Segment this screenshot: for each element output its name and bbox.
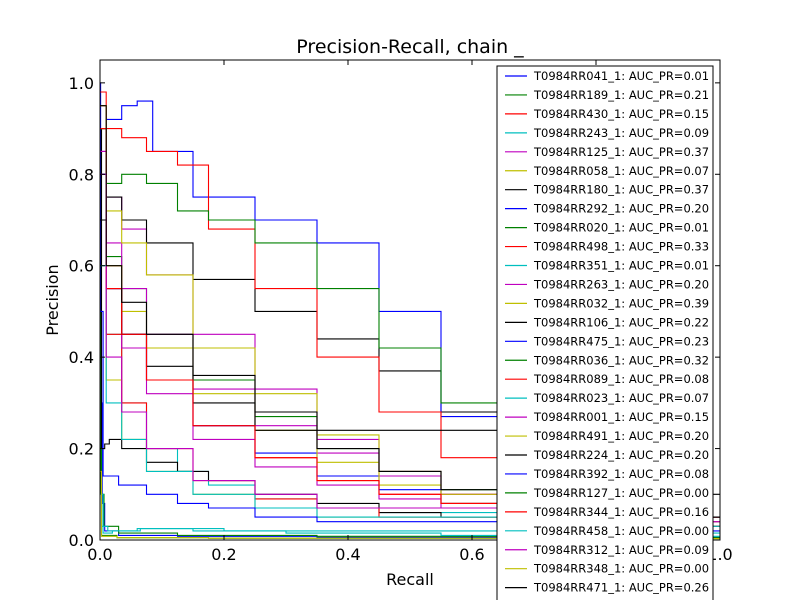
legend-entry: T0984RR041_1: AUC_PR=0.01 (533, 69, 709, 83)
legend-entry: T0984RR023_1: AUC_PR=0.07 (533, 391, 709, 405)
x-tick-label: 1.0 (707, 545, 732, 564)
series-line-11 (100, 356, 720, 537)
legend-entry: T0984RR189_1: AUC_PR=0.21 (533, 88, 709, 102)
y-tick-label: 0.4 (69, 348, 94, 367)
legend-entry: T0984RR125_1: AUC_PR=0.37 (533, 145, 709, 159)
legend-entry: T0984RR292_1: AUC_PR=0.20 (533, 202, 709, 216)
legend-entry: T0984RR475_1: AUC_PR=0.23 (533, 334, 709, 348)
x-tick-label: 0.0 (87, 545, 112, 564)
legend-entry: T0984RR243_1: AUC_PR=0.09 (533, 126, 709, 140)
series-line-22 (100, 310, 720, 532)
chart-title: Precision-Recall, chain _ (296, 36, 524, 58)
series-line-25 (100, 493, 720, 534)
legend-box (496, 65, 714, 600)
legend-entry: T0984RR471_1: AUC_PR=0.26 (533, 581, 709, 595)
x-tick-label: 0.2 (211, 545, 236, 564)
legend-entry: T0984RR458_1: AUC_PR=0.00 (533, 524, 709, 538)
legend-entry: T0984RR351_1: AUC_PR=0.01 (533, 259, 709, 273)
legend-entry: T0984RR001_1: AUC_PR=0.15 (533, 410, 709, 424)
legend-entry: T0984RR106_1: AUC_PR=0.22 (533, 315, 709, 329)
y-tick-label: 0.2 (69, 440, 94, 459)
legend-entry: T0984RR348_1: AUC_PR=0.00 (533, 562, 709, 576)
legend-entry: T0984RR498_1: AUC_PR=0.33 (533, 240, 709, 254)
legend-entry: T0984RR089_1: AUC_PR=0.08 (533, 372, 709, 386)
x-axis-label: Recall (386, 570, 434, 589)
series-layer (100, 82, 720, 540)
series-line-24 (100, 128, 720, 518)
plot-frame (99, 59, 721, 541)
y-tick-label: 0.0 (69, 531, 94, 550)
legend: T0984RR041_1: AUC_PR=0.01 T0984RR189_1: A… (496, 65, 714, 600)
legend-entry: T0984RR180_1: AUC_PR=0.37 (533, 183, 709, 197)
series-line-26 (100, 173, 720, 523)
legend-entry: T0984RR224_1: AUC_PR=0.20 (533, 448, 709, 462)
y-tick-label: 1.0 (69, 74, 94, 93)
legend-entry: T0984RR491_1: AUC_PR=0.20 (533, 429, 709, 443)
legend-entry: T0984RR058_1: AUC_PR=0.07 (533, 164, 709, 178)
legend-entry: T0984RR020_1: AUC_PR=0.01 (533, 221, 709, 235)
legend-entry: T0984RR312_1: AUC_PR=0.09 (533, 543, 709, 557)
legend-entry: T0984RR344_1: AUC_PR=0.16 (533, 505, 709, 519)
legend-entry: T0984RR127_1: AUC_PR=0.00 (533, 486, 709, 500)
series-line-18 (100, 265, 720, 527)
x-tick-label: 0.6 (459, 545, 484, 564)
legend-entry: T0984RR263_1: AUC_PR=0.20 (533, 277, 709, 291)
y-tick-label: 0.6 (69, 257, 94, 276)
legend-entry: T0984RR392_1: AUC_PR=0.08 (533, 467, 709, 481)
y-axis-label: Precision (43, 264, 62, 335)
legend-entry: T0984RR036_1: AUC_PR=0.32 (533, 353, 709, 367)
legend-entry: T0984RR430_1: AUC_PR=0.15 (533, 107, 709, 121)
y-tick-label: 0.8 (69, 165, 94, 184)
legend-entry: T0984RR032_1: AUC_PR=0.39 (533, 296, 709, 310)
x-tick-label: 0.4 (335, 545, 360, 564)
